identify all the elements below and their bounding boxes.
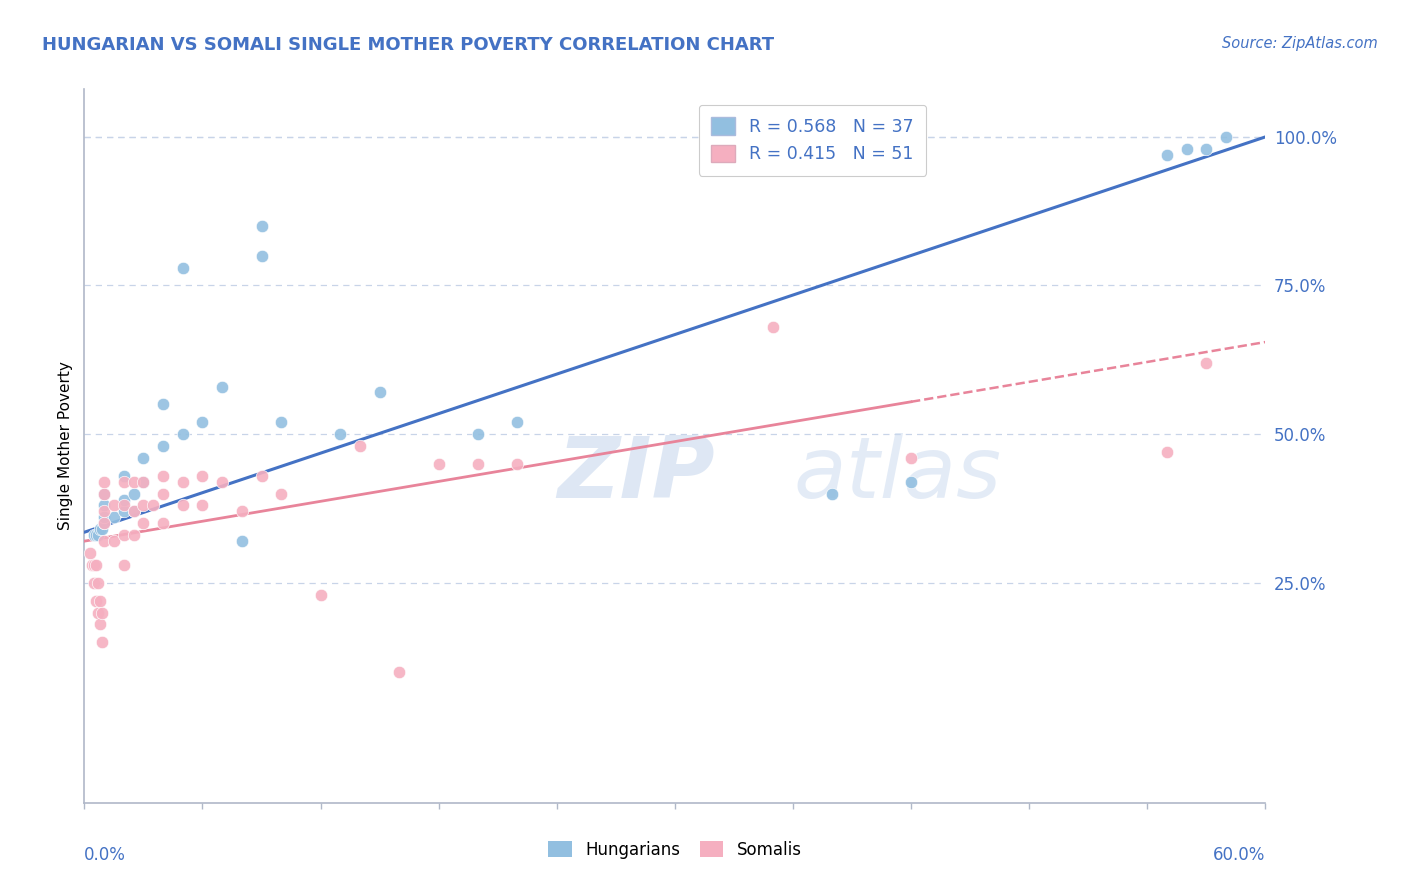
Point [821, 486, 844, 500]
Point [84, 528, 107, 542]
Point [103, 534, 125, 549]
Point [103, 510, 125, 524]
Point [467, 427, 489, 442]
Point [84, 558, 107, 572]
Point [191, 415, 214, 429]
Point [250, 468, 273, 483]
Point [122, 504, 145, 518]
Point [89, 617, 111, 632]
Point [112, 504, 135, 518]
Point [103, 499, 125, 513]
Point [87, 528, 110, 542]
Point [83, 575, 105, 590]
Point [231, 504, 253, 518]
Point [132, 450, 155, 465]
Point [506, 457, 529, 471]
Point [900, 475, 922, 489]
Point [211, 475, 233, 489]
Point [87, 575, 110, 590]
Point [83, 528, 105, 542]
Point [83, 558, 105, 572]
Point [1195, 142, 1218, 156]
Point [91, 606, 114, 620]
Point [122, 504, 145, 518]
Point [1175, 142, 1198, 156]
Y-axis label: Single Mother Poverty: Single Mother Poverty [58, 361, 73, 531]
Point [349, 439, 371, 453]
Point [900, 450, 922, 465]
Point [191, 468, 214, 483]
Point [1195, 356, 1218, 370]
Legend: Hungarians, Somalis: Hungarians, Somalis [541, 835, 808, 866]
Point [329, 427, 352, 442]
Point [93, 516, 115, 531]
Point [112, 468, 135, 483]
Point [152, 439, 174, 453]
Point [93, 486, 115, 500]
Point [368, 385, 391, 400]
Point [91, 635, 114, 649]
Point [250, 219, 273, 233]
Text: HUNGARIAN VS SOMALI SINGLE MOTHER POVERTY CORRELATION CHART: HUNGARIAN VS SOMALI SINGLE MOTHER POVERT… [42, 36, 775, 54]
Point [467, 457, 489, 471]
Point [91, 522, 114, 536]
Point [172, 499, 194, 513]
Point [93, 534, 115, 549]
Point [93, 516, 115, 531]
Point [172, 475, 194, 489]
Point [152, 468, 174, 483]
Point [93, 510, 115, 524]
Text: Source: ZipAtlas.com: Source: ZipAtlas.com [1222, 36, 1378, 51]
Text: ZIP: ZIP [557, 433, 714, 516]
Point [270, 486, 292, 500]
Point [762, 320, 785, 334]
Point [388, 665, 411, 679]
Point [132, 475, 155, 489]
Point [1215, 129, 1237, 144]
Point [1156, 445, 1178, 459]
Point [132, 516, 155, 531]
Point [152, 516, 174, 531]
Point [152, 486, 174, 500]
Point [191, 499, 214, 513]
Point [112, 475, 135, 489]
Point [172, 260, 194, 275]
Point [1156, 147, 1178, 161]
Point [231, 534, 253, 549]
Point [506, 415, 529, 429]
Point [112, 499, 135, 513]
Point [152, 397, 174, 411]
Point [270, 415, 292, 429]
Point [211, 379, 233, 393]
Point [93, 499, 115, 513]
Point [89, 593, 111, 607]
Point [112, 492, 135, 507]
Point [427, 457, 450, 471]
Point [122, 486, 145, 500]
Text: 0.0%: 0.0% [84, 846, 127, 863]
Text: 60.0%: 60.0% [1213, 846, 1265, 863]
Point [93, 475, 115, 489]
Point [82, 558, 104, 572]
Point [122, 475, 145, 489]
Point [142, 499, 165, 513]
Point [250, 249, 273, 263]
Point [112, 528, 135, 542]
Point [84, 593, 107, 607]
Point [132, 499, 155, 513]
Point [89, 522, 111, 536]
Text: atlas: atlas [793, 433, 1001, 516]
Point [309, 588, 332, 602]
Point [172, 427, 194, 442]
Point [87, 606, 110, 620]
Point [93, 504, 115, 518]
Point [112, 558, 135, 572]
Point [93, 486, 115, 500]
Point [132, 475, 155, 489]
Point [79, 546, 101, 560]
Point [122, 528, 145, 542]
